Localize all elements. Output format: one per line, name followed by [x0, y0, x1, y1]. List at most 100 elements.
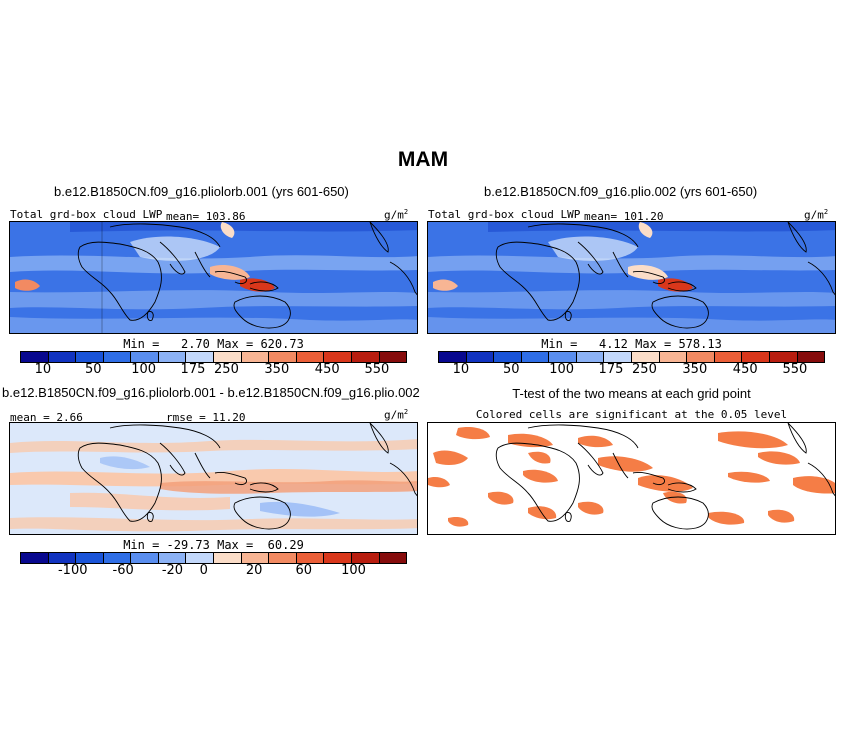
- colorbar-swatch: [21, 553, 49, 563]
- colorbar-swatch: [351, 352, 380, 362]
- panel2-variable-label: Total grd-box cloud LWP: [428, 208, 581, 221]
- colorbar-swatch: [241, 553, 270, 563]
- panel1-minmax-wrap: Min = 2.70 Max = 620.73: [20, 337, 407, 351]
- panel2-map-svg: [428, 222, 835, 333]
- panel4-subtitle: Colored cells are significant at the 0.0…: [475, 408, 788, 421]
- colorbar-tick-label: 350: [682, 362, 708, 377]
- colorbar-tick-label: -100: [57, 563, 88, 578]
- colorbar-tick-label: 250: [632, 362, 657, 377]
- panel3-colorbar-ticks: -100 -60 -20 0 20 60 100: [20, 563, 407, 581]
- colorbar-swatch: [158, 553, 187, 563]
- colorbar-tick-label: 550: [364, 362, 390, 377]
- colorbar-tick-label: 10: [452, 362, 470, 377]
- panel2-map: [427, 221, 836, 334]
- panel3-map: [9, 422, 418, 535]
- panel2-units: g/m2: [804, 208, 829, 222]
- panel1-variable-label: Total grd-box cloud LWP: [10, 208, 163, 221]
- colorbar-swatch: [48, 352, 77, 362]
- colorbar-swatch: [604, 352, 633, 362]
- panel2-minmax: Min = 4.12 Max = 578.13: [541, 337, 722, 351]
- colorbar-swatch: [549, 352, 577, 362]
- panel3-title-wrap: b.e12.B1850CN.f09_g16.pliolorb.001 - b.e…: [2, 385, 420, 400]
- colorbar-swatch: [466, 352, 495, 362]
- colorbar-swatch: [742, 352, 770, 362]
- colorbar-swatch: [131, 352, 159, 362]
- colorbar-tick-label: 175: [180, 362, 206, 377]
- panel1-mean-label: mean= 103.86: [166, 210, 246, 223]
- panel1-title: b.e12.B1850CN.f09_g16.pliolorb.001 (yrs …: [54, 184, 349, 199]
- colorbar-tick-label: 550: [782, 362, 808, 377]
- panel2-mean-label: mean= 101.20: [584, 210, 664, 223]
- panel2-colorbar: [438, 351, 825, 363]
- colorbar-swatch: [214, 553, 242, 563]
- colorbar-tick-label: 10: [34, 362, 52, 377]
- colorbar-swatch: [131, 553, 159, 563]
- panel4-title: T-test of the two means at each grid poi…: [512, 386, 751, 401]
- colorbar-tick-label: 50: [84, 362, 102, 377]
- colorbar-tick-label: 175: [598, 362, 624, 377]
- colorbar-swatch: [158, 352, 187, 362]
- panel1-units: g/m2: [384, 208, 409, 222]
- colorbar-tick-label: 20: [245, 563, 263, 578]
- colorbar-swatch: [632, 352, 660, 362]
- colorbar-tick-label: 450: [314, 362, 340, 377]
- colorbar-tick-label: 100: [131, 362, 157, 377]
- colorbar-swatch: [324, 553, 352, 563]
- colorbar-swatch: [76, 553, 104, 563]
- colorbar-tick-label: 350: [264, 362, 290, 377]
- colorbar-swatch: [494, 352, 522, 362]
- panel1-map: [9, 221, 418, 334]
- colorbar-tick-label: -60: [112, 563, 134, 578]
- colorbar-tick-label: 0: [199, 563, 208, 578]
- colorbar-swatch: [76, 352, 104, 362]
- colorbar-tick-label: -20: [161, 563, 184, 578]
- colorbar-swatch: [576, 352, 605, 362]
- panel4-map-svg: [428, 423, 835, 534]
- panel1-map-svg: [10, 222, 417, 333]
- colorbar-swatch: [269, 553, 297, 563]
- colorbar-swatch: [48, 553, 77, 563]
- colorbar-swatch: [439, 352, 467, 362]
- panel3-colorbar: [20, 552, 407, 564]
- colorbar-swatch: [521, 352, 550, 362]
- colorbar-swatch: [379, 553, 407, 563]
- panel3-map-svg: [10, 423, 417, 534]
- colorbar-swatch: [214, 352, 242, 362]
- colorbar-swatch: [103, 553, 132, 563]
- colorbar-swatch: [769, 352, 798, 362]
- panel2-minmax-wrap: Min = 4.12 Max = 578.13: [438, 337, 825, 351]
- colorbar-swatch: [324, 352, 352, 362]
- panel1-minmax: Min = 2.70 Max = 620.73: [123, 337, 304, 351]
- colorbar-tick-label: 250: [214, 362, 239, 377]
- colorbar-tick-label: 450: [732, 362, 758, 377]
- panel3-minmax-wrap: Min = -29.73 Max = 60.29: [20, 538, 407, 552]
- panel3-units: g/m2: [384, 408, 409, 422]
- colorbar-tick-label: 100: [341, 563, 366, 578]
- colorbar-swatch: [379, 352, 407, 362]
- colorbar-swatch: [103, 352, 132, 362]
- panel3-minmax: Min = -29.73 Max = 60.29: [123, 538, 304, 552]
- colorbar-swatch: [797, 352, 825, 362]
- panel3-mean-label: mean = 2.66: [10, 411, 83, 424]
- panel2-title: b.e12.B1850CN.f09_g16.plio.002 (yrs 601-…: [484, 184, 758, 199]
- panel2-colorbar-ticks: 10 50 100 175 250 350 450 550: [438, 362, 825, 380]
- colorbar-swatch: [296, 352, 325, 362]
- colorbar-swatch: [296, 553, 325, 563]
- colorbar-swatch: [659, 352, 688, 362]
- colorbar-swatch: [186, 553, 215, 563]
- colorbar-swatch: [687, 352, 715, 362]
- panel1-colorbar: [20, 351, 407, 363]
- colorbar-swatch: [351, 553, 380, 563]
- colorbar-swatch: [269, 352, 297, 362]
- colorbar-tick-label: 60: [295, 563, 313, 578]
- colorbar-swatch: [21, 352, 49, 362]
- figure-title: MAM: [397, 148, 449, 171]
- colorbar-swatch: [714, 352, 743, 362]
- panel4-map: [427, 422, 836, 535]
- panel3-rmse-label: rmse = 11.20: [166, 411, 246, 424]
- colorbar-swatch: [241, 352, 270, 362]
- colorbar-swatch: [186, 352, 215, 362]
- panel3-title: b.e12.B1850CN.f09_g16.pliolorb.001 - b.e…: [2, 385, 420, 400]
- colorbar-tick-label: 100: [549, 362, 575, 377]
- panel1-colorbar-ticks: 10 50 100 175 250 350 450 550: [20, 362, 407, 380]
